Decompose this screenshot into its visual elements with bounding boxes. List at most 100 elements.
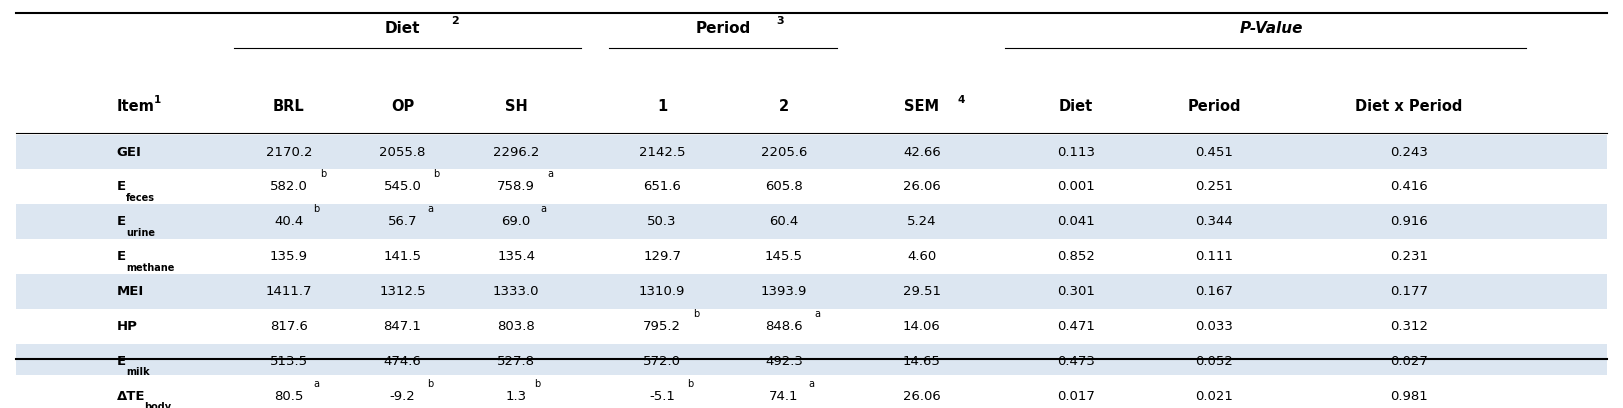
Text: 2: 2 bbox=[779, 100, 789, 115]
Text: 0.017: 0.017 bbox=[1057, 390, 1096, 403]
Text: 50.3: 50.3 bbox=[648, 215, 677, 228]
Text: 2142.5: 2142.5 bbox=[639, 146, 685, 159]
Text: Item: Item bbox=[117, 100, 154, 115]
Text: body: body bbox=[143, 402, 170, 408]
Text: urine: urine bbox=[127, 228, 154, 238]
Text: 0.301: 0.301 bbox=[1057, 285, 1096, 298]
Text: 0.251: 0.251 bbox=[1195, 180, 1233, 193]
Text: 0.473: 0.473 bbox=[1057, 355, 1096, 368]
Text: 0.001: 0.001 bbox=[1057, 180, 1096, 193]
Text: 42.66: 42.66 bbox=[902, 146, 941, 159]
Text: b: b bbox=[687, 379, 693, 389]
Text: 0.471: 0.471 bbox=[1057, 320, 1096, 333]
Text: 803.8: 803.8 bbox=[497, 320, 536, 333]
Text: 0.027: 0.027 bbox=[1389, 355, 1428, 368]
Text: feces: feces bbox=[127, 193, 154, 203]
Text: 0.041: 0.041 bbox=[1057, 215, 1096, 228]
Text: Diet x Period: Diet x Period bbox=[1355, 100, 1462, 115]
Text: b: b bbox=[313, 204, 320, 214]
Text: 0.111: 0.111 bbox=[1195, 250, 1233, 263]
Text: 4: 4 bbox=[958, 95, 966, 105]
Text: 1393.9: 1393.9 bbox=[761, 285, 807, 298]
Text: 2296.2: 2296.2 bbox=[493, 146, 539, 159]
Text: 56.7: 56.7 bbox=[388, 215, 417, 228]
Text: 26.06: 26.06 bbox=[902, 390, 941, 403]
Text: 582.0: 582.0 bbox=[269, 180, 308, 193]
Text: 795.2: 795.2 bbox=[643, 320, 682, 333]
Text: milk: milk bbox=[127, 368, 149, 377]
Text: 74.1: 74.1 bbox=[769, 390, 799, 403]
Text: 1: 1 bbox=[154, 95, 161, 105]
Text: 3: 3 bbox=[777, 16, 784, 27]
Text: 2205.6: 2205.6 bbox=[761, 146, 807, 159]
Text: E: E bbox=[117, 215, 127, 228]
Text: 1312.5: 1312.5 bbox=[380, 285, 425, 298]
Text: 758.9: 758.9 bbox=[497, 180, 536, 193]
Text: MEI: MEI bbox=[117, 285, 144, 298]
Text: BRL: BRL bbox=[273, 100, 305, 115]
Text: 2: 2 bbox=[451, 16, 459, 27]
Text: E: E bbox=[117, 355, 127, 368]
Text: a: a bbox=[808, 379, 815, 389]
Text: 135.9: 135.9 bbox=[269, 250, 308, 263]
Text: 1310.9: 1310.9 bbox=[639, 285, 685, 298]
Text: 26.06: 26.06 bbox=[902, 180, 941, 193]
Text: 0.416: 0.416 bbox=[1389, 180, 1428, 193]
Text: a: a bbox=[815, 309, 821, 319]
Text: 145.5: 145.5 bbox=[764, 250, 803, 263]
Text: 135.4: 135.4 bbox=[497, 250, 536, 263]
Text: 0.916: 0.916 bbox=[1389, 215, 1428, 228]
Text: 14.06: 14.06 bbox=[902, 320, 941, 333]
Text: 0.021: 0.021 bbox=[1195, 390, 1233, 403]
Text: 0.344: 0.344 bbox=[1195, 215, 1233, 228]
Text: methane: methane bbox=[127, 263, 174, 273]
Text: 572.0: 572.0 bbox=[643, 355, 682, 368]
Text: 0.167: 0.167 bbox=[1195, 285, 1233, 298]
Text: -5.1: -5.1 bbox=[649, 390, 675, 403]
Text: 14.65: 14.65 bbox=[902, 355, 941, 368]
Text: 817.6: 817.6 bbox=[269, 320, 308, 333]
Text: 129.7: 129.7 bbox=[643, 250, 682, 263]
Text: 0.052: 0.052 bbox=[1195, 355, 1233, 368]
Text: a: a bbox=[547, 169, 553, 180]
Text: OP: OP bbox=[391, 100, 414, 115]
Text: 4.60: 4.60 bbox=[907, 250, 936, 263]
Text: 0.231: 0.231 bbox=[1389, 250, 1428, 263]
Text: 0.312: 0.312 bbox=[1389, 320, 1428, 333]
Text: a: a bbox=[313, 379, 320, 389]
Text: b: b bbox=[320, 169, 326, 180]
Text: 69.0: 69.0 bbox=[502, 215, 531, 228]
Text: 80.5: 80.5 bbox=[274, 390, 304, 403]
Text: E: E bbox=[117, 180, 127, 193]
Text: 651.6: 651.6 bbox=[643, 180, 682, 193]
Text: 29.51: 29.51 bbox=[902, 285, 941, 298]
Text: ΔTE: ΔTE bbox=[117, 390, 146, 403]
Text: b: b bbox=[433, 169, 440, 180]
Text: HP: HP bbox=[117, 320, 138, 333]
Text: a: a bbox=[540, 204, 547, 214]
Text: 605.8: 605.8 bbox=[764, 180, 803, 193]
Text: 0.981: 0.981 bbox=[1389, 390, 1428, 403]
Text: 847.1: 847.1 bbox=[383, 320, 422, 333]
Text: 0.113: 0.113 bbox=[1057, 146, 1096, 159]
Text: 545.0: 545.0 bbox=[383, 180, 422, 193]
Text: 0.177: 0.177 bbox=[1389, 285, 1428, 298]
FancyBboxPatch shape bbox=[16, 135, 1607, 169]
FancyBboxPatch shape bbox=[16, 344, 1607, 379]
Text: 513.5: 513.5 bbox=[269, 355, 308, 368]
Text: 0.033: 0.033 bbox=[1195, 320, 1233, 333]
Text: E: E bbox=[117, 250, 127, 263]
Text: 1333.0: 1333.0 bbox=[493, 285, 539, 298]
Text: b: b bbox=[427, 379, 433, 389]
Text: 40.4: 40.4 bbox=[274, 215, 304, 228]
Text: GEI: GEI bbox=[117, 146, 141, 159]
Text: 848.6: 848.6 bbox=[764, 320, 803, 333]
Text: 1411.7: 1411.7 bbox=[266, 285, 312, 298]
Text: 5.24: 5.24 bbox=[907, 215, 936, 228]
Text: 2055.8: 2055.8 bbox=[380, 146, 425, 159]
Text: a: a bbox=[427, 204, 433, 214]
Text: Period: Period bbox=[1188, 100, 1240, 115]
Text: -9.2: -9.2 bbox=[390, 390, 415, 403]
FancyBboxPatch shape bbox=[16, 274, 1607, 309]
Text: 492.3: 492.3 bbox=[764, 355, 803, 368]
